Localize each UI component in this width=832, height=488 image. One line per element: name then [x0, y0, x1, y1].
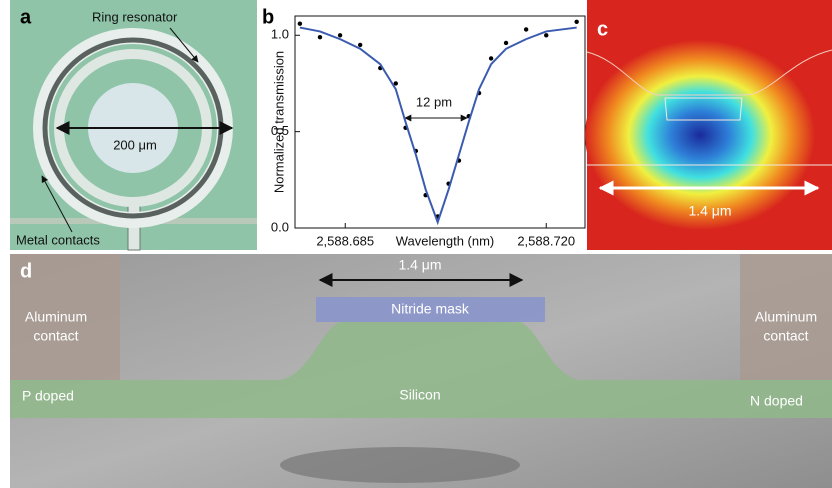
data-point: [489, 56, 493, 60]
annotation: N doped: [750, 393, 803, 409]
panel-b: b Normalized transmission Wavelength (nm…: [262, 6, 585, 248]
panel-letter: b: [262, 6, 274, 28]
annotation: 12 pm: [416, 94, 452, 109]
y-tick-label: 1.0: [271, 27, 289, 42]
data-point: [504, 41, 508, 45]
annotation: contact: [763, 328, 808, 344]
annotation: contact: [33, 328, 78, 344]
data-point: [524, 27, 528, 31]
data-point: [574, 20, 578, 24]
x-tick-label: 2,588.720: [517, 233, 575, 248]
panel-c: c 1.4 μm: [585, 0, 832, 250]
x-axis-label: Wavelength (nm): [396, 233, 495, 248]
annotation: Ring resonator: [92, 9, 178, 24]
annotation: Aluminum: [25, 309, 87, 325]
annotation: 1.4 μm: [688, 203, 731, 219]
annotation: 200 μm: [113, 137, 157, 152]
data-point: [298, 22, 302, 26]
fit-line: [300, 28, 577, 223]
annotation: P doped: [22, 388, 74, 404]
annotation: Silicon: [399, 387, 440, 403]
plot-frame: [295, 16, 585, 228]
panel-a: a Ring resonator 200 μm Metal contacts: [10, 0, 257, 250]
panel-d: d 1.4 μm Nitride mask Aluminum contact A…: [10, 254, 832, 488]
panel-letter: a: [20, 6, 32, 28]
data-point: [358, 43, 362, 47]
data-point: [338, 33, 342, 37]
annotation: Metal contacts: [16, 232, 100, 247]
panel-letter: c: [597, 18, 608, 40]
y-tick-label: 0.0: [271, 219, 289, 234]
panel-letter: d: [20, 260, 32, 282]
data-point: [544, 33, 548, 37]
annotation: Nitride mask: [391, 301, 470, 317]
annotation: 1.4 μm: [398, 257, 441, 273]
x-tick-label: 2,588.685: [316, 233, 374, 248]
y-tick-label: 0.5: [271, 123, 289, 138]
figure: a Ring resonator 200 μm Metal contacts b…: [0, 0, 832, 488]
y-axis-label: Normalized transmission: [271, 51, 286, 193]
annotation: Aluminum: [755, 309, 817, 325]
data-point: [318, 35, 322, 39]
